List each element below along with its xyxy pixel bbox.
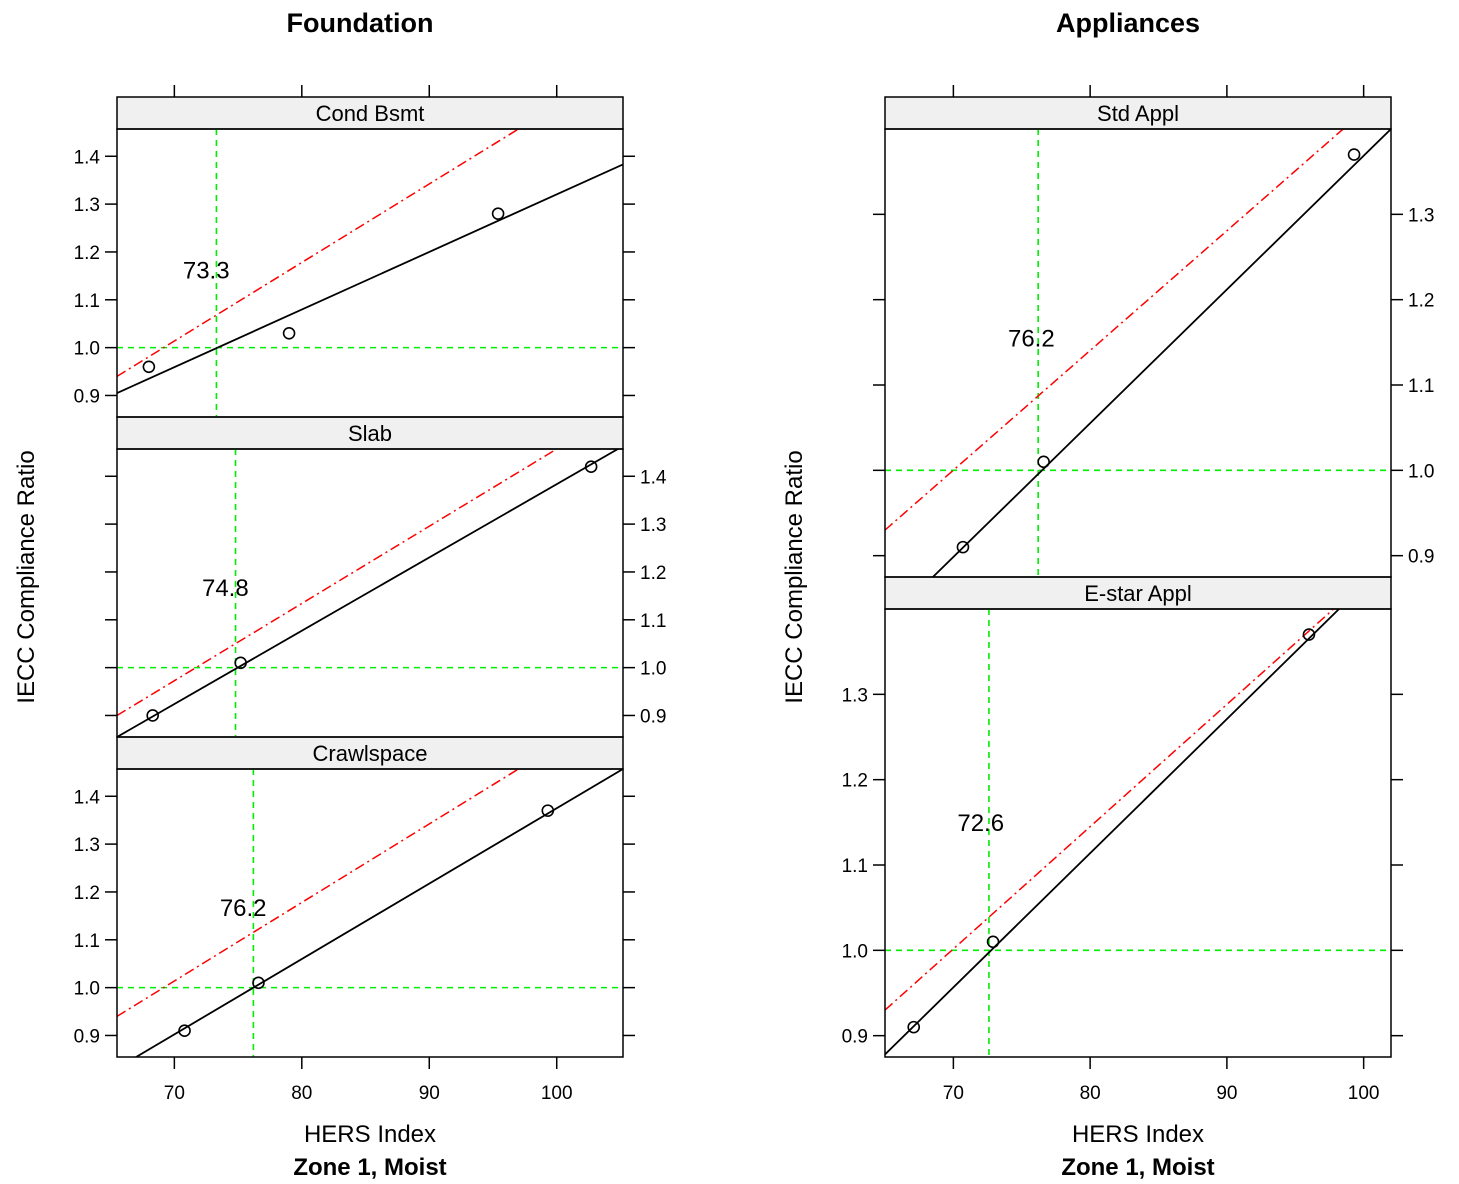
chart-labels: Foundation HERS Index Zone 1, Moist IECC Co… — [13, 8, 1434, 1181]
y-tick-label: 0.9 — [74, 1026, 100, 1047]
x-tick-label: 90 — [419, 1083, 440, 1104]
panel-strip — [116, 416, 624, 450]
y-tick-label: 1.2 — [1408, 291, 1434, 312]
axes-and-ticks — [105, 85, 1403, 1069]
data-point — [282, 326, 296, 340]
data-point — [956, 540, 970, 554]
y-tick-label: 1.1 — [842, 856, 868, 877]
threshold-annotation: 76.2 — [1008, 326, 1055, 353]
panel-plot-area — [117, 769, 623, 1057]
upper-bound-line — [885, 129, 1344, 531]
x-tick-label: 80 — [291, 1083, 312, 1104]
panel-strip-label: Slab — [348, 421, 392, 446]
upper-bound-line — [885, 609, 1335, 1011]
threshold-annotation: 73.3 — [183, 257, 230, 284]
data-point — [541, 804, 555, 817]
threshold-annotation: 76.2 — [220, 895, 267, 922]
panel-strip — [884, 96, 1392, 130]
y-tick-label: 1.1 — [640, 611, 666, 632]
data-point — [252, 976, 265, 990]
data-point — [1037, 455, 1050, 469]
y-tick-label: 1.0 — [1408, 461, 1434, 482]
y-tick-label: 1.2 — [74, 243, 100, 264]
data-point — [146, 709, 159, 722]
y-tick-label: 1.3 — [842, 685, 868, 706]
y-tick-label: 1.0 — [640, 659, 666, 680]
y-tick-label: 0.9 — [74, 386, 100, 407]
panel-strip-label: Cond Bsmt — [316, 101, 425, 126]
data-point — [907, 1020, 921, 1034]
x-axis-label: HERS Index — [304, 1121, 436, 1148]
data-point — [1302, 628, 1316, 641]
y-tick-label: 1.4 — [74, 147, 101, 168]
data-point — [234, 656, 247, 670]
y-tick-label: 1.1 — [74, 291, 100, 312]
y-tick-label: 0.9 — [842, 1027, 868, 1048]
y-tick-label: 1.2 — [74, 883, 100, 904]
panel-plot-area — [885, 129, 1391, 577]
x-axis-label: HERS Index — [1072, 1121, 1204, 1148]
panel-plot-area — [117, 129, 623, 417]
data-point — [584, 460, 598, 474]
y-tick-label: 1.3 — [74, 835, 100, 856]
panel-frame — [116, 448, 624, 738]
panel-frame — [884, 608, 1392, 1058]
y-tick-label: 1.3 — [1408, 205, 1434, 226]
x-tick-label: 100 — [541, 1083, 573, 1104]
fit-line — [932, 129, 1391, 577]
y-axis-label: IECC Compliance Ratio — [13, 450, 40, 703]
panel-contents — [117, 129, 1391, 1057]
panel-strip-label: E-star Appl — [1084, 581, 1192, 606]
fit-line — [885, 609, 1340, 1056]
chart-title: Appliances — [1056, 8, 1200, 38]
threshold-annotation: 72.6 — [957, 810, 1004, 837]
upper-bound-line — [117, 769, 519, 1017]
fit-line — [135, 769, 623, 1057]
y-tick-label: 1.2 — [640, 563, 666, 584]
data-point — [491, 207, 505, 220]
y-tick-label: 0.9 — [1408, 547, 1434, 568]
panel-strip — [116, 96, 624, 130]
upper-bound-line — [117, 129, 519, 377]
chart-title: Foundation — [287, 8, 434, 38]
chart-subtitle: Zone 1, Moist — [1061, 1154, 1214, 1181]
x-tick-label: 80 — [1080, 1083, 1101, 1104]
panel-plot-area — [117, 449, 623, 737]
chart-subtitle: Zone 1, Moist — [293, 1154, 446, 1181]
data-point — [986, 935, 1000, 949]
data-point — [178, 1024, 191, 1037]
panel-strip-label: Std Appl — [1097, 101, 1179, 126]
y-tick-label: 1.3 — [74, 195, 100, 216]
x-tick-label: 70 — [164, 1083, 185, 1104]
y-axis-label: IECC Compliance Ratio — [781, 450, 808, 703]
y-tick-label: 1.0 — [74, 339, 100, 360]
threshold-annotation: 74.8 — [202, 575, 249, 602]
y-tick-label: 0.9 — [640, 706, 666, 727]
panel-frame — [884, 128, 1392, 578]
y-tick-label: 1.4 — [640, 467, 667, 488]
y-tick-label: 1.2 — [842, 771, 868, 792]
data-point — [142, 360, 156, 374]
y-tick-label: 1.3 — [640, 515, 666, 536]
panel-strip-label: Crawlspace — [313, 741, 428, 766]
data-point — [1347, 148, 1361, 161]
y-tick-label: 1.1 — [1408, 376, 1434, 397]
y-tick-label: 1.0 — [74, 979, 100, 1000]
panel-frame — [116, 768, 624, 1058]
panel-frame — [116, 128, 624, 418]
x-tick-label: 90 — [1216, 1083, 1237, 1104]
x-tick-label: 100 — [1348, 1083, 1380, 1104]
y-tick-label: 1.1 — [74, 931, 100, 952]
fit-line — [117, 449, 619, 737]
y-tick-label: 1.4 — [74, 787, 101, 808]
panel-plot-area — [885, 609, 1391, 1057]
y-tick-label: 1.0 — [842, 941, 868, 962]
x-tick-label: 70 — [943, 1083, 964, 1104]
upper-bound-line — [117, 449, 558, 717]
fit-line — [117, 163, 623, 394]
